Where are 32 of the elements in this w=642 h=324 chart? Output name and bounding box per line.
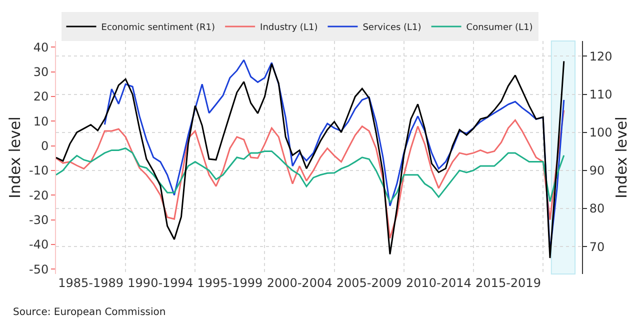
y2-tick-label: 70 [589,240,605,254]
legend-label: Economic sentiment (R1) [101,23,216,34]
y-tick-label: -30 [28,212,49,227]
source-note: Source: European Commission [13,307,166,318]
legend-label: Services (L1) [362,23,422,34]
y-tick-label: 0 [40,138,49,153]
y2-tick-label: 90 [589,164,605,178]
y-tick-label: -40 [28,238,49,252]
legend-label: Industry (L1) [260,23,318,34]
y-axis-title: Index level [6,116,24,198]
y-tick-label: 10 [33,114,49,128]
x-tick-label: 2010-2014 [406,276,472,290]
y2-tick-label: 100 [589,126,612,140]
y-tick-label: -50 [28,262,49,276]
y2-tick-label: 120 [589,49,612,64]
x-tick-label: 1990-1994 [128,276,194,290]
y-tick-label: -20 [28,188,49,202]
x-tick-label: 1985-1989 [58,276,124,290]
x-tick-label: 2005-2009 [336,276,402,290]
y-tick-label: 20 [33,90,49,104]
y-tick-label: -10 [28,164,49,178]
line-series [56,110,565,239]
x-tick-label: 2015-2019 [476,276,541,290]
x-tick-label: 1995-1999 [197,276,263,290]
line-series [56,148,565,204]
y-tick-label: 40 [33,40,49,54]
y2-tick-label: 110 [589,88,612,102]
y-tick-label: 30 [33,65,49,80]
y2-axis-title: Index level [612,116,630,198]
x-tick-label: 2000-2004 [266,276,332,290]
y2-tick-label: 80 [589,202,605,216]
legend-label: Consumer (L1) [466,23,533,34]
